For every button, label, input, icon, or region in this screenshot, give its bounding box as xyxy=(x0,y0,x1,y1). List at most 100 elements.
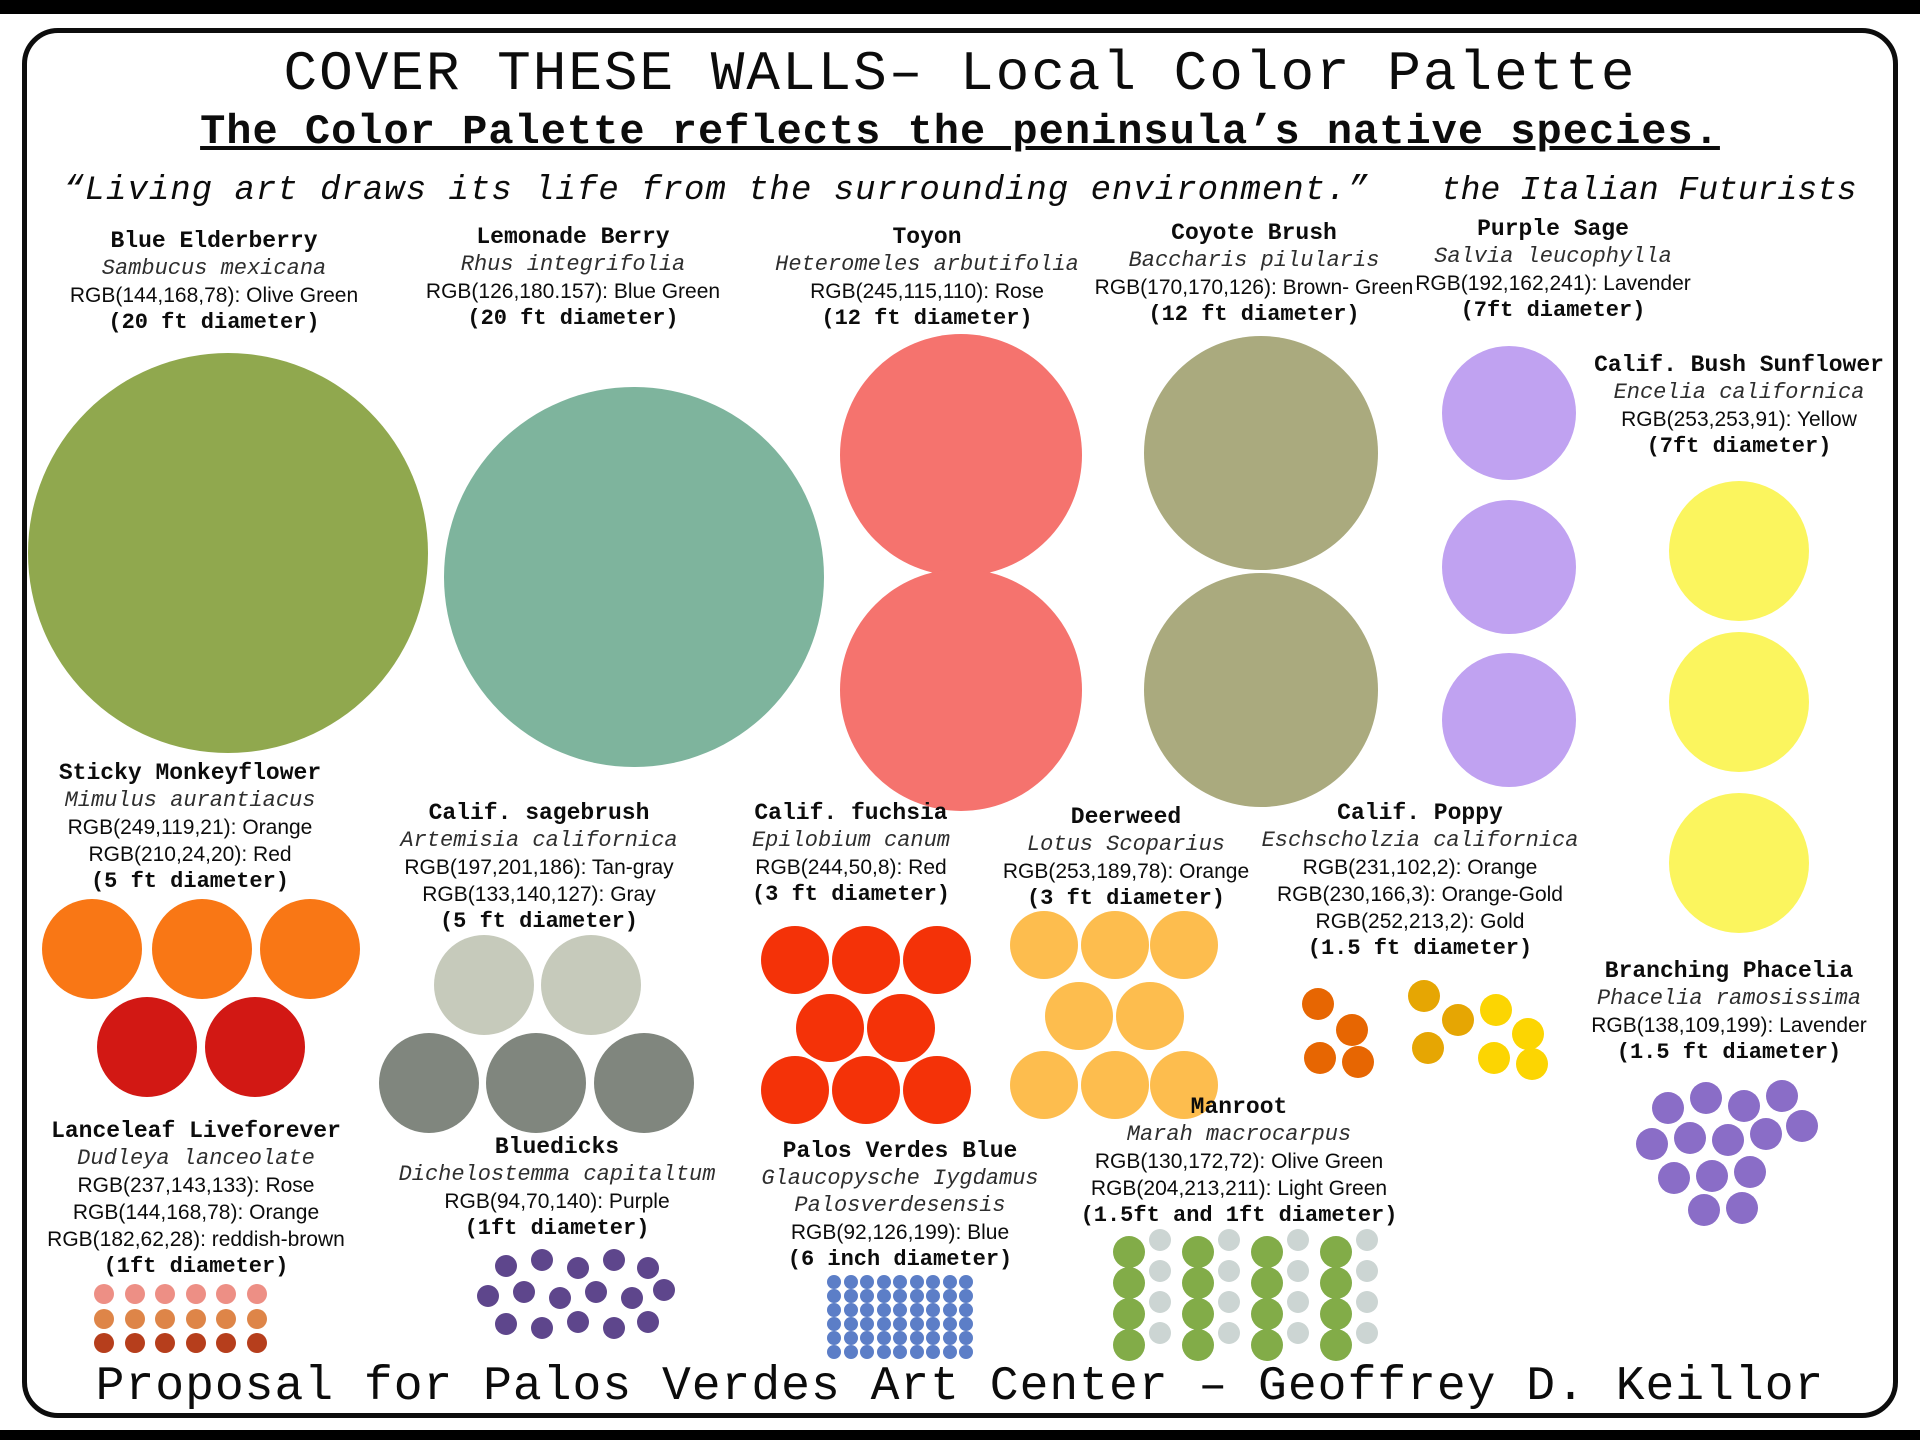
plant-rgb-calif-bush-sunflower: RGB(253,253,91): Yellow xyxy=(1621,408,1857,431)
letterbox-bottom xyxy=(0,1430,1920,1440)
plant-rgb-calif-poppy: RGB(230,166,3): Orange-Gold xyxy=(1277,883,1563,906)
plant-diameter-calif-poppy: (1.5 ft diameter) xyxy=(1307,936,1533,961)
palette-circle-sticky-monkeyflower xyxy=(205,997,305,1097)
plant-diameter-blue-elderberry: (20 ft diameter) xyxy=(108,310,320,335)
palette-circle-manroot xyxy=(1149,1260,1171,1282)
plant-diameter-calif-sagebrush: (5 ft diameter) xyxy=(439,909,639,934)
palette-circle-palos-verdes-blue xyxy=(942,1275,957,1289)
plant-rgb-manroot: RGB(204,213,211): Light Green xyxy=(1090,1177,1388,1200)
palette-circle-manroot xyxy=(1356,1322,1378,1344)
palette-circle-purple-sage xyxy=(1442,653,1576,787)
plant-label-branching-phacelia: Branching Phacelia Phacelia ramosissima RG… xyxy=(1591,958,1867,1066)
palette-circle-sticky-monkeyflower xyxy=(42,899,142,999)
palette-circle-manroot xyxy=(1320,1298,1352,1330)
palette-circle-palos-verdes-blue xyxy=(959,1303,973,1317)
palette-circle-calif-poppy xyxy=(1412,1032,1444,1064)
plant-species-purple-sage: Salvia leucophylla xyxy=(1434,244,1672,269)
palette-circle-sticky-monkeyflower xyxy=(260,899,360,999)
palette-circle-manroot xyxy=(1251,1329,1283,1361)
palette-circle-deerweed xyxy=(1010,911,1078,979)
palette-circle-calif-sagebrush xyxy=(434,935,534,1035)
plant-rgb-sticky-monkeyflower: RGB(249,119,21): Orange xyxy=(67,816,313,839)
palette-circle-bluedicks xyxy=(567,1311,589,1333)
palette-circle-calif-poppy xyxy=(1512,1018,1544,1050)
palette-circle-calif-poppy xyxy=(1442,1004,1474,1036)
plant-species-sticky-monkeyflower: Mimulus aurantiacus xyxy=(64,788,316,813)
palette-circle-lanceleaf-liveforever xyxy=(155,1309,175,1329)
palette-circle-bluedicks xyxy=(567,1257,589,1279)
plant-species-branching-phacelia: Phacelia ramosissima xyxy=(1596,986,1862,1011)
palette-circle-deerweed xyxy=(1045,982,1113,1050)
palette-circle-lemonade-berry xyxy=(444,387,824,767)
plant-label-coyote-brush: Coyote Brush Baccharis pilularis RGB(170,1… xyxy=(1095,220,1414,328)
plant-label-calif-fuchsia: Calif. fuchsia Epilobium canum RGB(244,50,… xyxy=(752,800,950,908)
palette-circle-sticky-monkeyflower xyxy=(97,997,197,1097)
plant-label-blue-elderberry: Blue Elderberry Sambucus mexicana RGB(144,… xyxy=(70,228,358,336)
palette-circle-calif-poppy xyxy=(1304,1042,1336,1074)
palette-circle-manroot xyxy=(1113,1267,1145,1299)
plant-name-lanceleaf-liveforever: Lanceleaf Liveforever xyxy=(51,1118,341,1144)
palette-circle-palos-verdes-blue xyxy=(926,1345,940,1359)
palette-circle-manroot xyxy=(1320,1329,1352,1361)
plant-rgb-calif-sagebrush: RGB(197,201,186): Tan-gray xyxy=(404,856,674,879)
plant-rgb-branching-phacelia: RGB(138,109,199): Lavender xyxy=(1591,1014,1867,1037)
palette-circle-manroot xyxy=(1182,1267,1214,1299)
palette-circle-branching-phacelia xyxy=(1674,1122,1706,1154)
palette-circle-calif-fuchsia xyxy=(796,994,864,1062)
footer-text: Proposal for Palos Verdes Art Center – G… xyxy=(95,1360,1825,1414)
palette-circle-lanceleaf-liveforever xyxy=(246,1309,267,1329)
palette-circle-branching-phacelia xyxy=(1786,1110,1818,1142)
palette-circle-branching-phacelia xyxy=(1636,1128,1668,1160)
palette-circle-manroot xyxy=(1251,1298,1283,1330)
plant-species-calif-poppy: Eschscholzia californica xyxy=(1261,828,1579,853)
palette-circle-manroot xyxy=(1113,1329,1145,1361)
palette-circle-lanceleaf-liveforever xyxy=(94,1284,114,1304)
plant-species-deerweed: Lotus Scoparius xyxy=(1026,832,1226,857)
plant-label-manroot: Manroot Marah macrocarpus RGB(130,172,72):… xyxy=(1081,1094,1398,1229)
plant-name-calif-fuchsia: Calif. fuchsia xyxy=(754,800,948,826)
palette-circle-palos-verdes-blue xyxy=(827,1289,841,1303)
plant-species-lanceleaf-liveforever: Dudleya lanceolate xyxy=(77,1146,315,1171)
palette-circle-branching-phacelia xyxy=(1734,1156,1766,1188)
plant-label-bluedicks: Bluedicks Dichelostemma capitaltum RGB(94,… xyxy=(399,1134,716,1242)
plant-diameter-palos-verdes-blue: (6 inch diameter) xyxy=(787,1247,1013,1272)
palette-circle-lanceleaf-liveforever xyxy=(124,1309,145,1329)
palette-circle-palos-verdes-blue xyxy=(942,1331,957,1345)
plant-label-calif-poppy: Calif. Poppy Eschscholzia californica RGB(… xyxy=(1262,800,1579,962)
palette-circle-palos-verdes-blue xyxy=(909,1317,924,1331)
plant-name-sticky-monkeyflower: Sticky Monkeyflower xyxy=(58,760,322,786)
palette-circle-calif-poppy xyxy=(1478,1042,1510,1074)
palette-circle-calif-sagebrush xyxy=(486,1033,586,1133)
plant-rgb-deerweed: RGB(253,189,78): Orange xyxy=(1002,860,1250,883)
palette-circle-palos-verdes-blue xyxy=(827,1345,841,1359)
plant-diameter-calif-bush-sunflower: (7ft diameter) xyxy=(1646,434,1832,459)
palette-circle-palos-verdes-blue xyxy=(959,1331,973,1345)
palette-circle-palos-verdes-blue xyxy=(942,1289,957,1303)
palette-circle-palos-verdes-blue xyxy=(959,1275,973,1289)
palette-circle-palos-verdes-blue xyxy=(909,1345,924,1359)
plant-diameter-sticky-monkeyflower: (5 ft diameter) xyxy=(90,869,290,894)
poster-subtitle: The Color Palette reflects the peninsula… xyxy=(200,108,1720,156)
palette-circle-palos-verdes-blue xyxy=(893,1331,907,1345)
palette-circle-palos-verdes-blue xyxy=(843,1317,858,1331)
plant-rgb-blue-elderberry: RGB(144,168,78): Olive Green xyxy=(69,284,359,307)
plant-diameter-purple-sage: (7ft diameter) xyxy=(1460,298,1646,323)
plant-rgb-coyote-brush: RGB(170,170,126): Brown- Green xyxy=(1094,276,1414,299)
palette-circle-manroot xyxy=(1251,1236,1283,1268)
plant-label-purple-sage: Purple Sage Salvia leucophylla RGB(192,162… xyxy=(1415,216,1691,324)
palette-circle-manroot xyxy=(1356,1291,1378,1313)
palette-circle-bluedicks xyxy=(531,1249,553,1271)
quote-row: “Living art draws its life from the surr… xyxy=(0,172,1920,210)
palette-circle-bluedicks xyxy=(637,1257,659,1279)
plant-rgb-lanceleaf-liveforever: RGB(237,143,133): Rose xyxy=(77,1174,315,1197)
plant-name-branching-phacelia: Branching Phacelia xyxy=(1604,958,1854,984)
palette-circle-branching-phacelia xyxy=(1688,1194,1720,1226)
palette-circle-lanceleaf-liveforever xyxy=(216,1309,236,1329)
palette-circle-palos-verdes-blue xyxy=(876,1275,891,1289)
palette-circle-manroot xyxy=(1287,1229,1309,1251)
plant-label-sticky-monkeyflower: Sticky Monkeyflower Mimulus aurantiacus RG… xyxy=(59,760,321,895)
plant-species-bluedicks: Dichelostemma capitaltum xyxy=(398,1162,716,1187)
plant-rgb-lemonade-berry: RGB(126,180.157): Blue Green xyxy=(425,280,721,303)
plant-rgb-calif-poppy: RGB(252,213,2): Gold xyxy=(1315,910,1525,933)
